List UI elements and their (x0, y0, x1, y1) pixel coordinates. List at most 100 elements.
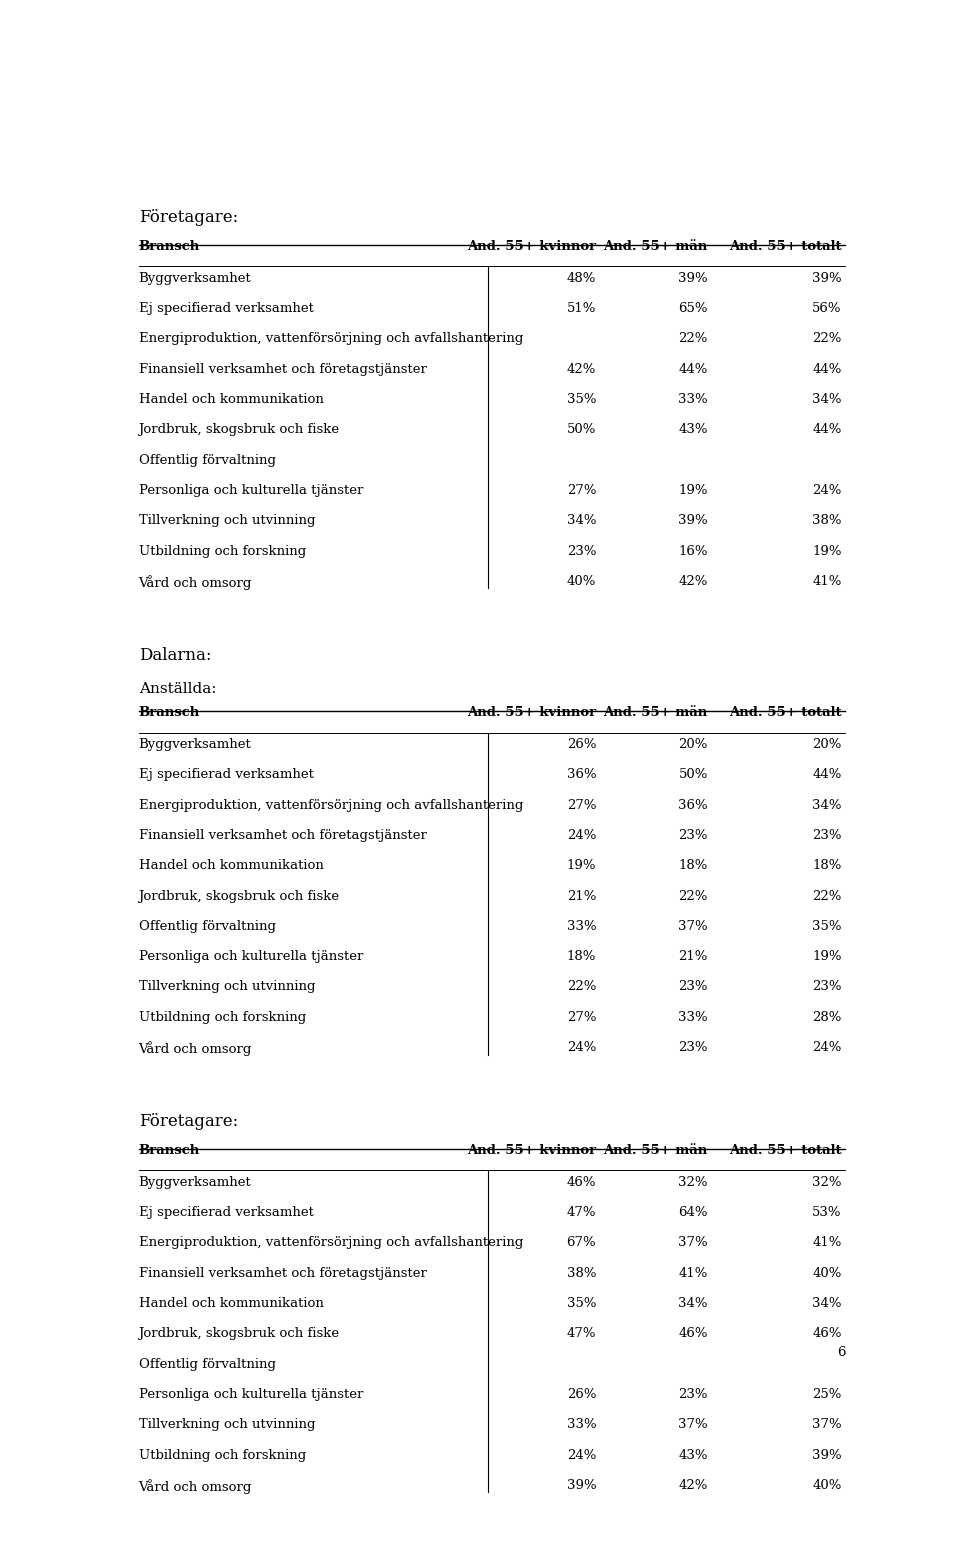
Text: 39%: 39% (812, 272, 842, 285)
Text: Företagare:: Företagare: (138, 208, 238, 225)
Text: 44%: 44% (812, 363, 842, 376)
Text: 38%: 38% (566, 1267, 596, 1279)
Text: And. 55+ män: And. 55+ män (604, 707, 708, 719)
Text: 42%: 42% (679, 1478, 708, 1492)
Text: 37%: 37% (678, 1418, 708, 1432)
Text: Energiproduktion, vattenförsörjning och avfallshantering: Energiproduktion, vattenförsörjning och … (138, 1236, 523, 1250)
Text: 50%: 50% (566, 423, 596, 437)
Text: 34%: 34% (812, 799, 842, 812)
Text: Utbildning och forskning: Utbildning och forskning (138, 1011, 306, 1023)
Text: Dalarna:: Dalarna: (138, 647, 211, 663)
Text: 16%: 16% (679, 545, 708, 557)
Text: 40%: 40% (812, 1478, 842, 1492)
Text: 39%: 39% (678, 272, 708, 285)
Text: 37%: 37% (678, 1236, 708, 1250)
Text: And. 55+ totalt: And. 55+ totalt (729, 707, 842, 719)
Text: Jordbruk, skogsbruk och fiske: Jordbruk, skogsbruk och fiske (138, 890, 340, 903)
Text: Finansiell verksamhet och företagstjänster: Finansiell verksamhet och företagstjänst… (138, 1267, 426, 1279)
Text: 34%: 34% (679, 1298, 708, 1310)
Text: 44%: 44% (812, 423, 842, 437)
Text: 34%: 34% (566, 514, 596, 528)
Text: 24%: 24% (566, 829, 596, 842)
Text: Personliga och kulturella tjänster: Personliga och kulturella tjänster (138, 485, 363, 497)
Text: And. 55+ kvinnor: And. 55+ kvinnor (467, 1143, 596, 1157)
Text: 24%: 24% (812, 485, 842, 497)
Text: 23%: 23% (679, 1389, 708, 1401)
Text: 18%: 18% (679, 859, 708, 872)
Text: 23%: 23% (812, 829, 842, 842)
Text: 46%: 46% (812, 1327, 842, 1341)
Text: 32%: 32% (679, 1176, 708, 1188)
Text: 27%: 27% (566, 1011, 596, 1023)
Text: 33%: 33% (566, 920, 596, 934)
Text: 32%: 32% (812, 1176, 842, 1188)
Text: 25%: 25% (812, 1389, 842, 1401)
Text: Personliga och kulturella tjänster: Personliga och kulturella tjänster (138, 950, 363, 963)
Text: 23%: 23% (679, 829, 708, 842)
Text: Bransch: Bransch (138, 1143, 200, 1157)
Text: Handel och kommunikation: Handel och kommunikation (138, 1298, 324, 1310)
Text: 48%: 48% (566, 272, 596, 285)
Text: 28%: 28% (812, 1011, 842, 1023)
Text: Handel och kommunikation: Handel och kommunikation (138, 859, 324, 872)
Text: 24%: 24% (812, 1042, 842, 1054)
Text: 53%: 53% (812, 1207, 842, 1219)
Text: And. 55+ totalt: And. 55+ totalt (729, 239, 842, 253)
Text: 46%: 46% (566, 1176, 596, 1188)
Text: 38%: 38% (812, 514, 842, 528)
Text: 43%: 43% (679, 1449, 708, 1461)
Text: 21%: 21% (679, 950, 708, 963)
Text: 23%: 23% (812, 980, 842, 994)
Text: 20%: 20% (812, 738, 842, 751)
Text: 44%: 44% (812, 768, 842, 781)
Text: Ej specifierad verksamhet: Ej specifierad verksamhet (138, 302, 314, 315)
Text: 47%: 47% (566, 1327, 596, 1341)
Text: 47%: 47% (566, 1207, 596, 1219)
Text: 26%: 26% (566, 738, 596, 751)
Text: And. 55+ totalt: And. 55+ totalt (729, 1143, 842, 1157)
Text: 19%: 19% (812, 950, 842, 963)
Text: 42%: 42% (566, 363, 596, 376)
Text: 40%: 40% (566, 576, 596, 588)
Text: Offentlig förvaltning: Offentlig förvaltning (138, 1358, 276, 1370)
Text: Företagare:: Företagare: (138, 1113, 238, 1129)
Text: 35%: 35% (566, 1298, 596, 1310)
Text: 24%: 24% (566, 1042, 596, 1054)
Text: 56%: 56% (812, 302, 842, 315)
Text: Energiproduktion, vattenförsörjning och avfallshantering: Energiproduktion, vattenförsörjning och … (138, 799, 523, 812)
Text: 44%: 44% (679, 363, 708, 376)
Text: 41%: 41% (679, 1267, 708, 1279)
Text: 36%: 36% (678, 799, 708, 812)
Text: 22%: 22% (679, 890, 708, 903)
Text: 42%: 42% (679, 576, 708, 588)
Text: 39%: 39% (678, 514, 708, 528)
Text: Handel och kommunikation: Handel och kommunikation (138, 393, 324, 406)
Text: 23%: 23% (566, 545, 596, 557)
Text: 67%: 67% (566, 1236, 596, 1250)
Text: 35%: 35% (566, 393, 596, 406)
Text: Byggverksamhet: Byggverksamhet (138, 1176, 252, 1188)
Text: 23%: 23% (679, 980, 708, 994)
Text: 43%: 43% (679, 423, 708, 437)
Text: 33%: 33% (678, 393, 708, 406)
Text: 27%: 27% (566, 485, 596, 497)
Text: Byggverksamhet: Byggverksamhet (138, 272, 252, 285)
Text: Offentlig förvaltning: Offentlig förvaltning (138, 454, 276, 466)
Text: Bransch: Bransch (138, 239, 200, 253)
Text: Tillverkning och utvinning: Tillverkning och utvinning (138, 514, 315, 528)
Text: 39%: 39% (566, 1478, 596, 1492)
Text: 39%: 39% (812, 1449, 842, 1461)
Text: 22%: 22% (566, 980, 596, 994)
Text: And. 55+ män: And. 55+ män (604, 239, 708, 253)
Text: Vård och omsorg: Vård och omsorg (138, 1478, 252, 1494)
Text: 18%: 18% (566, 950, 596, 963)
Text: Vård och omsorg: Vård och omsorg (138, 1042, 252, 1055)
Text: 64%: 64% (679, 1207, 708, 1219)
Text: 22%: 22% (812, 890, 842, 903)
Text: 23%: 23% (679, 1042, 708, 1054)
Text: 22%: 22% (679, 332, 708, 346)
Text: Utbildning och forskning: Utbildning och forskning (138, 1449, 306, 1461)
Text: Jordbruk, skogsbruk och fiske: Jordbruk, skogsbruk och fiske (138, 1327, 340, 1341)
Text: 51%: 51% (566, 302, 596, 315)
Text: Energiproduktion, vattenförsörjning och avfallshantering: Energiproduktion, vattenförsörjning och … (138, 332, 523, 346)
